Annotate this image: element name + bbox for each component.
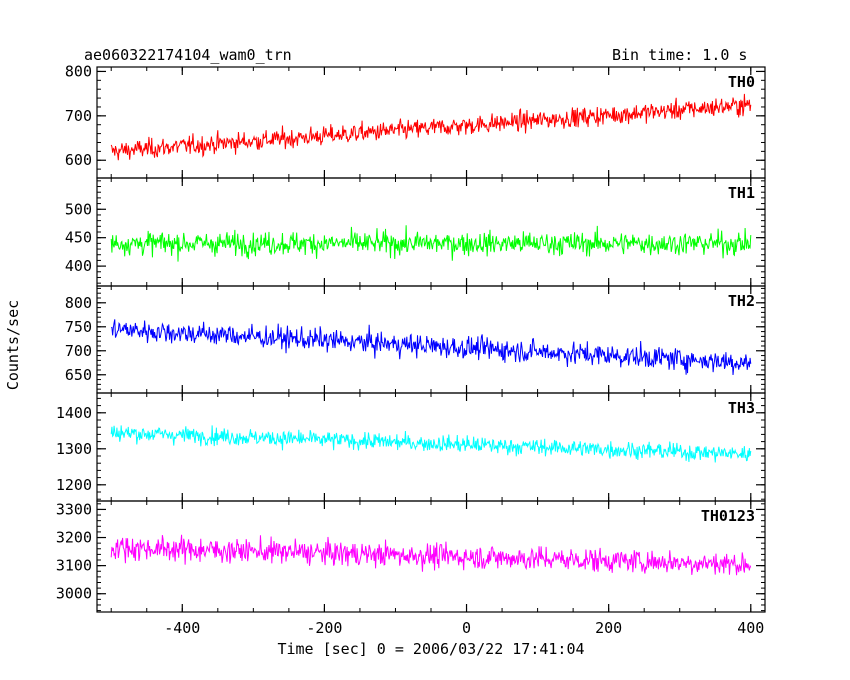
y-tick-label: 1400 — [56, 404, 92, 422]
y-tick-label: 1200 — [56, 476, 92, 494]
y-tick-label: 700 — [65, 342, 92, 360]
y-tick-label: 800 — [65, 62, 92, 80]
y-tick-label: 3100 — [56, 557, 92, 575]
panel-label-th0123: TH0123 — [701, 507, 755, 525]
x-tick-label: -200 — [306, 619, 342, 637]
panel-frame-th2 — [96, 285, 766, 394]
y-tick-label: 450 — [65, 229, 92, 247]
y-axis-label: Counts/sec — [4, 300, 22, 390]
x-tick-label: 200 — [595, 619, 622, 637]
series-th1 — [110, 225, 752, 262]
y-tick-label: 800 — [65, 294, 92, 312]
chart-title: ae060322174104_wam0_trn — [84, 46, 292, 64]
panel-frame-th3 — [96, 392, 766, 502]
y-tick-label: 500 — [65, 200, 92, 218]
x-tick-label: -400 — [164, 619, 200, 637]
x-tick-label: 400 — [737, 619, 764, 637]
series-th2 — [111, 319, 752, 375]
panel-label-th0: TH0 — [728, 73, 755, 91]
y-tick-label: 3000 — [56, 585, 92, 603]
panel-label-th3: TH3 — [728, 399, 755, 417]
bin-time-label: Bin time: 1.0 s — [612, 46, 748, 64]
x-tick-label: 0 — [462, 619, 471, 637]
x-axis-label: Time [sec] 0 = 2006/03/22 17:41:04 — [277, 640, 584, 658]
series-th3 — [110, 425, 752, 463]
series-th0123 — [110, 534, 752, 576]
y-tick-label: 3200 — [56, 529, 92, 547]
panel-label-th1: TH1 — [728, 184, 755, 202]
y-tick-label: 600 — [65, 151, 92, 169]
y-tick-label: 750 — [65, 318, 92, 336]
panel-label-th2: TH2 — [728, 292, 755, 310]
y-tick-label: 400 — [65, 257, 92, 275]
y-tick-label: 650 — [65, 366, 92, 384]
series-th0 — [110, 93, 752, 161]
y-tick-label: 1300 — [56, 440, 92, 458]
y-tick-label: 3300 — [56, 500, 92, 518]
y-tick-label: 700 — [65, 107, 92, 125]
panel-frame-th1 — [96, 177, 766, 287]
